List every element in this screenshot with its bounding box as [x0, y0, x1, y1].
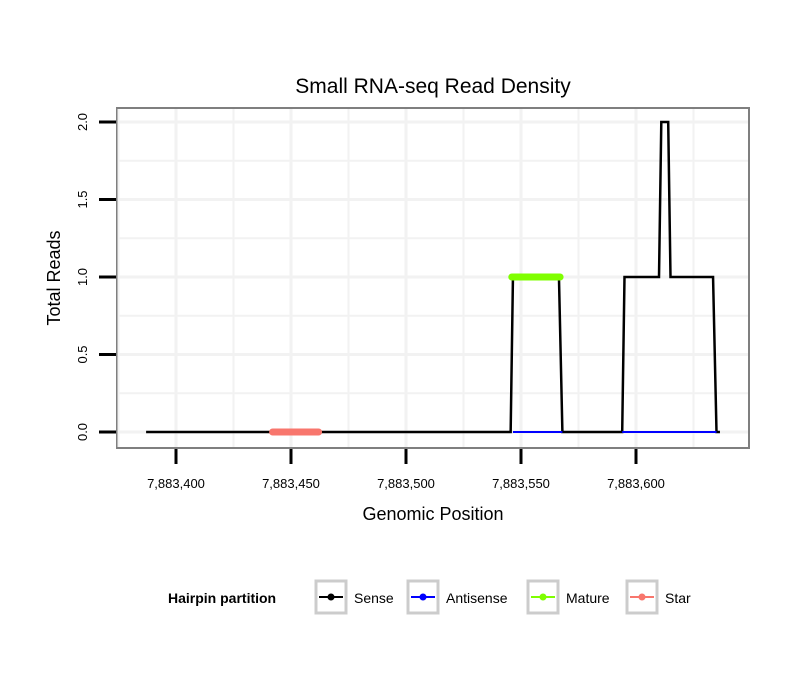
series-layer [146, 120, 720, 436]
x-tick-label: 7,883,600 [607, 476, 665, 491]
legend-key-point [419, 593, 427, 601]
y-axis: 0.0 0.5 1.0 1.5 2.0 [75, 113, 116, 441]
x-tick-label: 7,883,400 [147, 476, 205, 491]
y-tick-label: 1.5 [75, 190, 90, 208]
y-tick-label: 0.5 [75, 345, 90, 363]
legend-key-point [638, 593, 646, 601]
chart-title: Small RNA-seq Read Density [295, 75, 571, 98]
y-axis-label: Total Reads [44, 230, 64, 325]
legend: Hairpin partition Sense Antisense Mature St… [168, 579, 691, 615]
legend-label: Antisense [446, 590, 508, 606]
legend-label: Mature [566, 590, 610, 606]
y-tick-label: 0.0 [75, 423, 90, 441]
legend-label: Sense [354, 590, 394, 606]
legend-label: Star [665, 590, 691, 606]
x-tick-label: 7,883,550 [492, 476, 550, 491]
x-tick-label: 7,883,500 [377, 476, 435, 491]
legend-key-point [539, 593, 547, 601]
x-axis: 7,883,400 7,883,450 7,883,500 7,883,550 7,88… [147, 449, 665, 491]
legend-key-point [327, 593, 335, 601]
y-tick-label: 2.0 [75, 113, 90, 131]
y-tick-label: 1.0 [75, 268, 90, 286]
legend-title: Hairpin partition [168, 590, 276, 606]
x-axis-label: Genomic Position [362, 504, 503, 524]
x-tick-label: 7,883,450 [262, 476, 320, 491]
